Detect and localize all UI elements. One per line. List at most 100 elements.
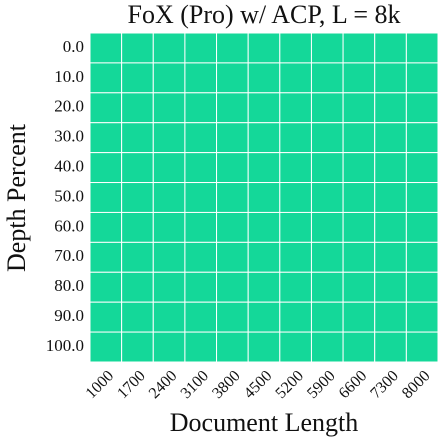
heatmap-cell [184, 182, 218, 213]
heatmap-cell [152, 182, 186, 213]
heatmap-cell [405, 122, 439, 154]
x-tick-label: 6600 [336, 367, 371, 402]
heatmap-cell [279, 331, 312, 363]
heatmap-cell [152, 331, 186, 363]
x-tick-label: 3100 [178, 367, 213, 402]
heatmap-cell [216, 92, 249, 124]
heatmap-cell [342, 32, 376, 64]
heatmap-cell [247, 92, 281, 124]
heatmap-cell [405, 301, 439, 333]
heatmap-cell [279, 62, 312, 94]
heatmap-cell [121, 32, 154, 64]
heatmap-cell [247, 152, 281, 184]
heatmap-cell [216, 331, 249, 363]
heatmap-cell [184, 301, 218, 333]
y-tick-label: 90.0 [54, 306, 84, 325]
heatmap-cell [279, 211, 312, 243]
heatmap-cell [310, 211, 344, 243]
heatmap-cell [279, 152, 312, 184]
heatmap-cell [342, 331, 376, 363]
heatmap-cell [405, 331, 439, 363]
x-tick-label: 4500 [241, 367, 276, 402]
y-tick-label: 0.0 [63, 37, 84, 56]
heatmap-cell [374, 92, 407, 124]
heatmap-cell [374, 301, 407, 333]
x-tick-label: 3800 [209, 367, 244, 402]
y-tick-label: 80.0 [54, 276, 84, 295]
heatmap-cell [279, 182, 312, 213]
heatmap-cell [310, 122, 344, 154]
heatmap-cell [216, 32, 249, 64]
heatmap-cell [121, 152, 154, 184]
heatmap-cell [216, 301, 249, 333]
heatmap-cell [121, 92, 154, 124]
heatmap-cell [405, 32, 439, 64]
y-tick-label: 10.0 [54, 67, 84, 86]
heatmap-cell [310, 301, 344, 333]
heatmap-cell [405, 62, 439, 94]
heatmap-cell [405, 271, 439, 303]
heatmap-cell [216, 182, 249, 213]
heatmap-cell [121, 271, 154, 303]
y-tick-label: 60.0 [54, 216, 84, 235]
heatmap-cell [89, 152, 123, 184]
heatmap-cell [342, 122, 376, 154]
heatmap-cell [342, 62, 376, 94]
heatmap-cell [152, 152, 186, 184]
heatmap-cell [279, 241, 312, 273]
y-axis-label: Depth Percent [2, 123, 31, 272]
heatmap-cell [121, 331, 154, 363]
heatmap-cell [405, 241, 439, 273]
heatmap-cell [216, 271, 249, 303]
heatmap-cell [374, 32, 407, 64]
heatmap-cell [247, 301, 281, 333]
heatmap-cell [89, 301, 123, 333]
heatmap-cell [184, 152, 218, 184]
heatmap-cell [184, 62, 218, 94]
heatmap-cell [342, 152, 376, 184]
y-tick-label: 50.0 [54, 186, 84, 205]
heatmap-cell [310, 92, 344, 124]
heatmap-cell [184, 92, 218, 124]
heatmap-cell [184, 331, 218, 363]
heatmap-cell [279, 32, 312, 64]
heatmap-cell [184, 241, 218, 273]
heatmap-cell [216, 241, 249, 273]
heatmap-cell [310, 62, 344, 94]
heatmap-cell [121, 241, 154, 273]
x-tick-label: 8000 [399, 367, 434, 402]
heatmap-cell [152, 32, 186, 64]
heatmap-cell [342, 271, 376, 303]
heatmap-cell [374, 211, 407, 243]
heatmap-cell [374, 122, 407, 154]
x-tick-label: 1700 [114, 367, 149, 402]
x-tick-label: 7300 [367, 367, 402, 402]
heatmap-cell [152, 241, 186, 273]
heatmap-cell [216, 122, 249, 154]
heatmap-cell [89, 211, 123, 243]
heatmap-cell [374, 152, 407, 184]
y-tick-label: 40.0 [54, 156, 84, 175]
heatmap-cell [342, 241, 376, 273]
y-tick-label: 100.0 [46, 336, 84, 355]
heatmap-cell [247, 211, 281, 243]
heatmap-cell [342, 211, 376, 243]
heatmap-cell [279, 301, 312, 333]
heatmap-cell [152, 301, 186, 333]
x-axis-label: Document Length [170, 408, 358, 437]
heatmap-cell [247, 182, 281, 213]
heatmap-cell [279, 122, 312, 154]
heatmap-cell [405, 182, 439, 213]
heatmap-cell [89, 182, 123, 213]
heatmap-cell [184, 122, 218, 154]
heatmap-cell [342, 301, 376, 333]
heatmap-cell [152, 92, 186, 124]
heatmap-cell [374, 331, 407, 363]
heatmap-cell [152, 62, 186, 94]
heatmap-cell [310, 182, 344, 213]
heatmap-cell [152, 211, 186, 243]
x-tick-label: 2400 [146, 367, 181, 402]
heatmap-cell [247, 271, 281, 303]
heatmap-cell [89, 32, 123, 64]
heatmap-cell [374, 241, 407, 273]
